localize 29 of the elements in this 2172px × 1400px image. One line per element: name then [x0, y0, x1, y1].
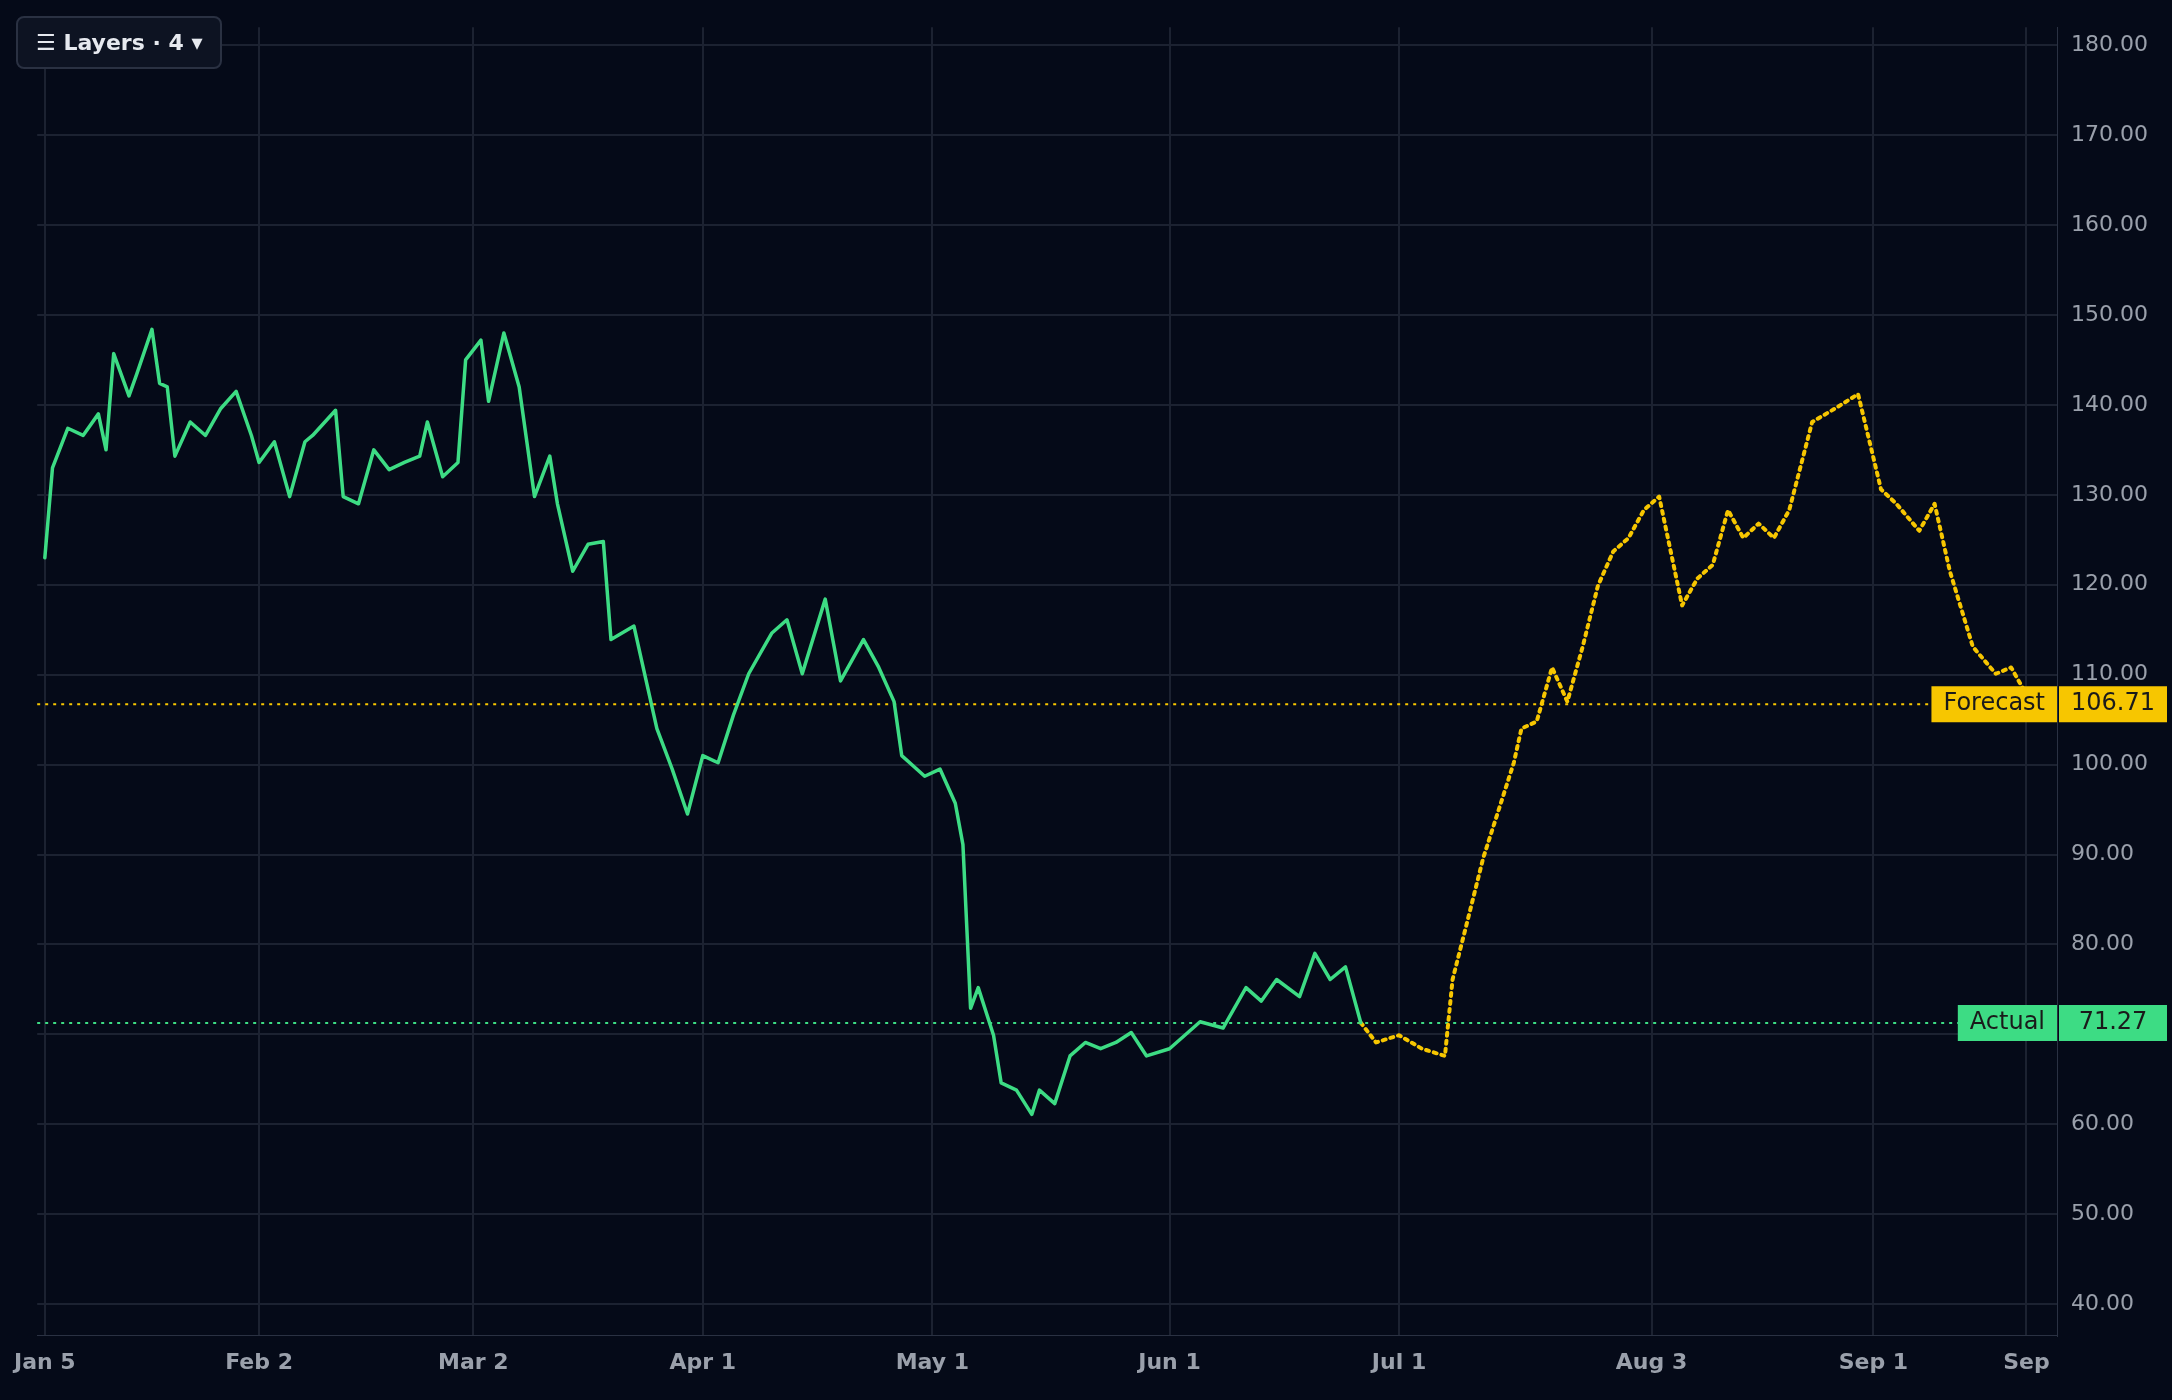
x-tick-label: Mar 2: [438, 1348, 509, 1374]
annotation: ☰ Layers · 4 ▾: [16, 16, 223, 69]
y-tick-label: 40.00: [2071, 1289, 2134, 1315]
x-tick-label: Apr 1: [669, 1348, 737, 1374]
y-tick-label: 50.00: [2071, 1199, 2134, 1225]
x-tick-label: Jun 1: [1136, 1348, 1201, 1374]
x-tick-label: Sep: [2003, 1348, 2050, 1374]
y-tick-label: 160.00: [2071, 210, 2148, 236]
x-tick-label: Aug 3: [1615, 1348, 1688, 1374]
ref-line-label: Actual: [1969, 1007, 2045, 1036]
ref-line-label: Forecast: [1943, 688, 2045, 717]
y-tick-label: 180.00: [2071, 30, 2148, 56]
y-tick-label: 170.00: [2071, 120, 2148, 146]
x-tick-label: Jul 1: [1369, 1348, 1427, 1374]
y-tick-label: 80.00: [2071, 930, 2134, 956]
y-tick-label: 130.00: [2071, 480, 2148, 506]
text: 71.27: [2078, 1007, 2148, 1036]
x-tick-label: Sep 1: [1838, 1348, 1909, 1374]
y-tick-label: 140.00: [2071, 390, 2148, 416]
text: 106.71: [2071, 688, 2155, 717]
y-tick-label: 150.00: [2071, 300, 2148, 326]
y-tick-label: 90.00: [2071, 840, 2134, 866]
y-tick-label: 100.00: [2071, 750, 2148, 776]
y-tick-label: 60.00: [2071, 1110, 2134, 1135]
y-tick-label: 120.00: [2071, 570, 2148, 596]
x-tick-label: Jan 5: [11, 1348, 76, 1374]
y-tick-label: 110.00: [2071, 660, 2148, 686]
x-tick-label: Feb 2: [225, 1348, 293, 1374]
x-tick-label: May 1: [895, 1348, 970, 1374]
